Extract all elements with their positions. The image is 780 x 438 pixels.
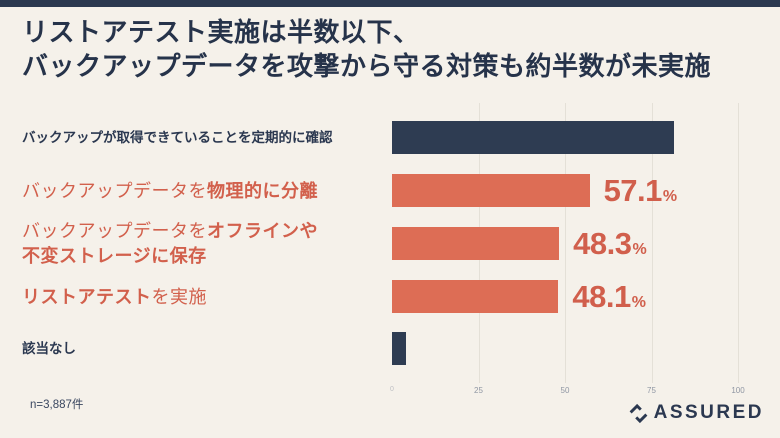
gridline-75 xyxy=(651,103,653,383)
bar-row-periodic-backup-check xyxy=(392,121,738,154)
bar-row-physical-separation: 57.1% xyxy=(392,172,738,208)
top-accent-bar xyxy=(0,0,780,7)
category-label-restore-test: リストアテストを実施 xyxy=(22,287,207,307)
title-line-1: リストアテスト実施は半数以下、 xyxy=(22,18,420,47)
category-label-offline-immutable-storage: バックアップデータをオフラインや 不変ストレージに保存 xyxy=(22,221,318,266)
value-label-restore-test: 48.1% xyxy=(572,278,646,314)
x-tick-0: 0 xyxy=(390,386,394,393)
percent-sign: % xyxy=(662,187,678,205)
category-label-periodic-backup-check: バックアップが取得できていることを定期的に確認 xyxy=(22,130,333,145)
value-label-offline-immutable-storage: 48.3% xyxy=(573,225,647,261)
percent-sign: % xyxy=(631,293,646,311)
category-label-physical-separation: バックアップデータを物理的に分離 xyxy=(22,181,318,201)
bar-row-restore-test: 48.1% xyxy=(392,278,738,314)
assured-diamond-check-icon xyxy=(628,403,649,424)
bar-row-not-applicable xyxy=(392,332,738,365)
gridline-100 xyxy=(738,103,739,383)
bar-row-offline-immutable-storage: 48.3% xyxy=(392,225,738,261)
sample-size-note: n=3,887件 xyxy=(30,399,84,411)
bar-restore-test xyxy=(392,280,559,313)
bar-not-applicable xyxy=(392,332,406,365)
bar-periodic-backup-check xyxy=(392,121,674,154)
percent-sign: % xyxy=(632,240,647,258)
x-axis: 0 25 50 75 100 xyxy=(390,386,745,398)
plot-area: 57.1% 48.3% 48.1% 0 25 50 75 100 xyxy=(390,103,745,395)
bar-physical-separation xyxy=(392,174,590,207)
x-tick-50: 50 xyxy=(560,386,570,395)
value-label-physical-separation: 57.1% xyxy=(603,172,678,208)
bar-offline-immutable-storage xyxy=(392,227,560,260)
x-tick-100: 100 xyxy=(731,386,745,395)
x-tick-25: 25 xyxy=(474,386,483,395)
gridline-50 xyxy=(565,103,566,383)
assured-logo-text: ASSURED xyxy=(653,402,764,423)
bar-chart: バックアップが取得できていることを定期的に確認 バックアップデータを物理的に分離… xyxy=(0,103,780,400)
x-tick-75: 75 xyxy=(647,386,656,395)
title-line-2: バックアップデータを攻撃から守る対策も約半数が未実施 xyxy=(22,52,712,81)
page-title: リストアテスト実施は半数以下、 バックアップデータを攻撃から守る対策も約半数が未… xyxy=(22,16,762,84)
category-label-not-applicable: 該当なし xyxy=(22,341,76,356)
assured-logo: ASSURED xyxy=(628,402,764,424)
